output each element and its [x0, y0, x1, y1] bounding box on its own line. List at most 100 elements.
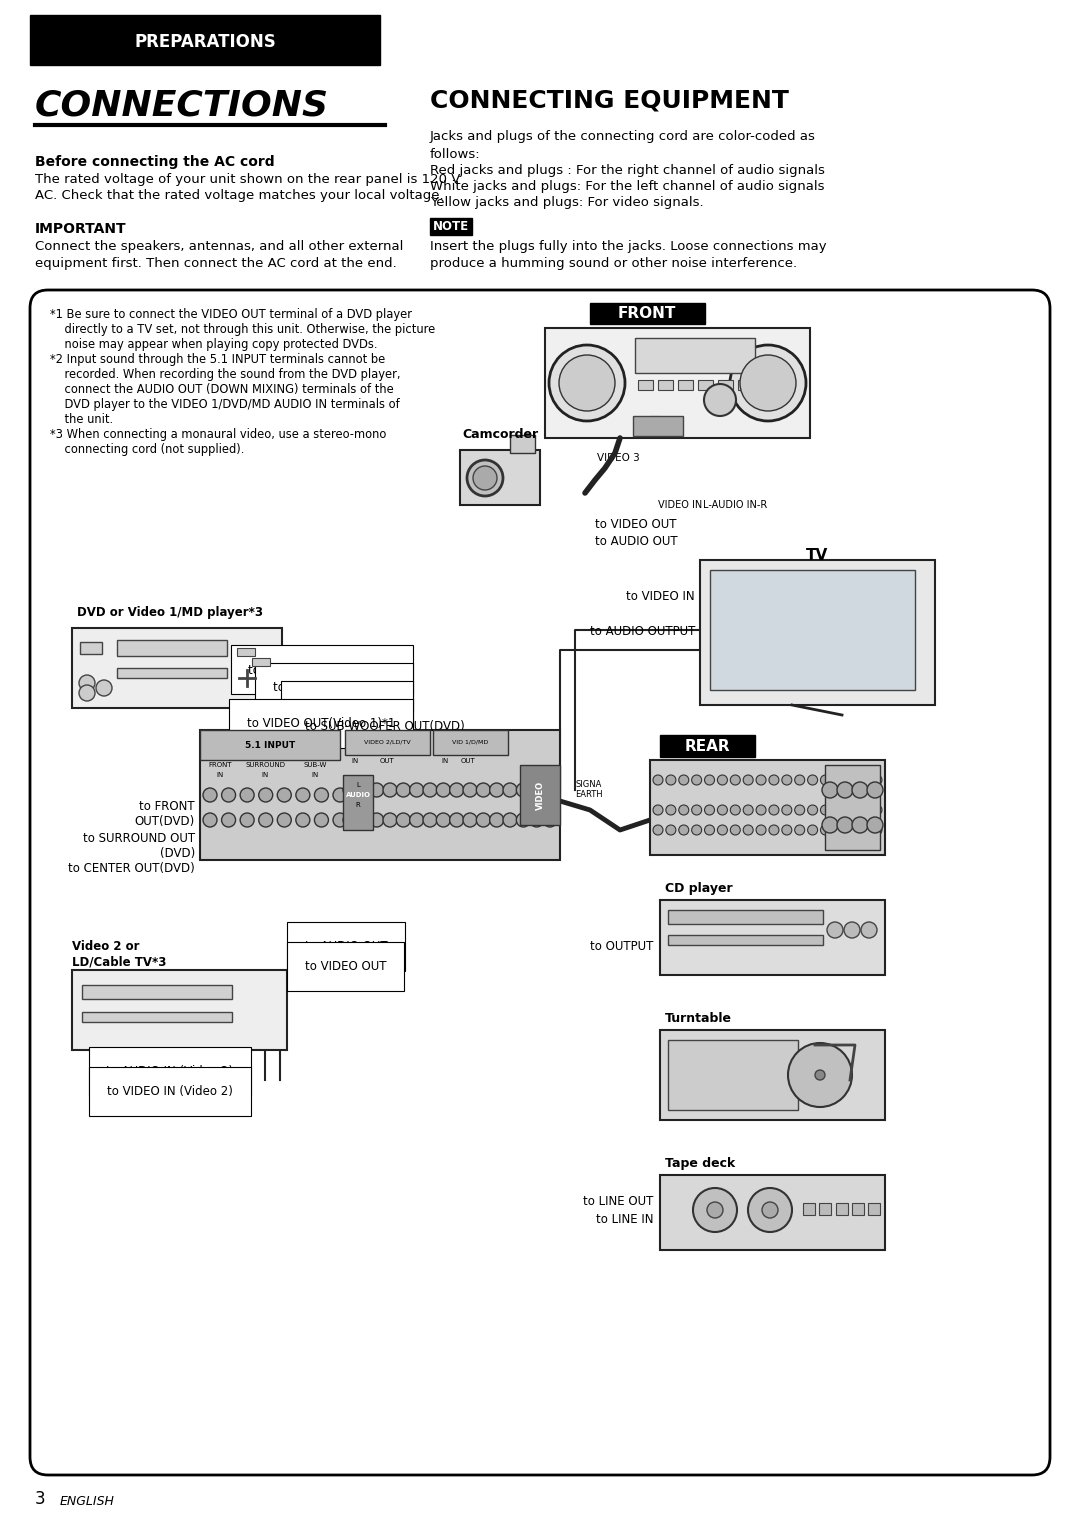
Text: FRONT: FRONT	[618, 306, 676, 321]
Text: to SUB-WOOFER OUT(DVD): to SUB-WOOFER OUT(DVD)	[305, 720, 464, 733]
Bar	[117, 668, 227, 679]
Circle shape	[543, 814, 557, 827]
Text: L: L	[356, 782, 360, 788]
Circle shape	[821, 826, 831, 835]
Text: CD player: CD player	[665, 882, 732, 895]
Circle shape	[489, 814, 503, 827]
Text: VID 1/D/MD: VID 1/D/MD	[451, 739, 488, 744]
Text: PREPARATIONS: PREPARATIONS	[134, 33, 275, 52]
Circle shape	[543, 783, 557, 797]
Text: ENGLISH: ENGLISH	[60, 1495, 114, 1507]
Bar	[82, 985, 232, 998]
Bar	[698, 380, 713, 389]
Circle shape	[666, 804, 676, 815]
Bar	[635, 338, 755, 373]
Circle shape	[769, 826, 779, 835]
Circle shape	[743, 826, 753, 835]
Circle shape	[808, 826, 818, 835]
Bar	[343, 776, 373, 830]
Circle shape	[872, 804, 882, 815]
Circle shape	[756, 826, 766, 835]
Circle shape	[678, 804, 689, 815]
Text: White jacks and plugs: For the left channel of audio signals: White jacks and plugs: For the left chan…	[430, 180, 824, 192]
Bar	[72, 970, 287, 1050]
Circle shape	[221, 814, 235, 827]
Text: to VIDEO IN (Video 2): to VIDEO IN (Video 2)	[107, 1085, 233, 1098]
Text: to AUDIO IN (Video 2): to AUDIO IN (Video 2)	[107, 1065, 233, 1079]
Circle shape	[296, 788, 310, 801]
Bar	[658, 380, 673, 389]
Text: FRONT: FRONT	[208, 762, 232, 768]
Text: Before connecting the AC cord: Before connecting the AC cord	[35, 155, 274, 170]
Circle shape	[343, 783, 357, 797]
Circle shape	[666, 826, 676, 835]
Bar	[669, 935, 823, 945]
Circle shape	[665, 418, 675, 429]
Circle shape	[859, 826, 869, 835]
Text: The rated voltage of your unit shown on the rear panel is 120 V: The rated voltage of your unit shown on …	[35, 173, 460, 186]
Text: OUT: OUT	[380, 758, 394, 764]
Circle shape	[79, 676, 95, 691]
Circle shape	[782, 826, 792, 835]
Text: to OUTPUT: to OUTPUT	[590, 939, 653, 953]
Bar	[718, 380, 733, 389]
Text: CONNECTIONS: CONNECTIONS	[35, 88, 329, 123]
Circle shape	[549, 345, 625, 421]
Text: to CENTER OUT(DVD): to CENTER OUT(DVD)	[68, 862, 195, 876]
Circle shape	[730, 826, 740, 835]
Circle shape	[843, 923, 860, 938]
Text: equipment first. Then connect the AC cord at the end.: equipment first. Then connect the AC cor…	[35, 258, 396, 270]
Text: DVD or Video 1/MD player*3: DVD or Video 1/MD player*3	[77, 606, 264, 620]
Circle shape	[861, 923, 877, 938]
Circle shape	[221, 788, 235, 801]
Circle shape	[847, 804, 856, 815]
Text: NOTE: NOTE	[433, 220, 469, 233]
Bar	[200, 730, 340, 761]
Circle shape	[476, 783, 490, 797]
Text: to AUDIO OUT*2: to AUDIO OUT*2	[299, 698, 395, 712]
Bar	[430, 218, 472, 235]
Bar	[738, 380, 753, 389]
Text: 5.1 INPUT: 5.1 INPUT	[245, 741, 295, 750]
Circle shape	[396, 783, 410, 797]
Text: 3: 3	[35, 1489, 45, 1507]
Text: Connect the speakers, antennas, and all other external: Connect the speakers, antennas, and all …	[35, 239, 403, 253]
Bar	[82, 1012, 232, 1023]
Circle shape	[449, 783, 463, 797]
Circle shape	[516, 783, 530, 797]
Bar	[237, 648, 255, 656]
Circle shape	[748, 1188, 792, 1232]
Text: the unit.: the unit.	[50, 414, 113, 426]
Circle shape	[795, 776, 805, 785]
Bar	[700, 561, 935, 704]
Text: Insert the plugs fully into the jacks. Loose connections may: Insert the plugs fully into the jacks. L…	[430, 239, 826, 253]
Circle shape	[333, 788, 347, 801]
Bar	[638, 380, 653, 389]
Bar	[678, 380, 693, 389]
Text: CONNECTING EQUIPMENT: CONNECTING EQUIPMENT	[430, 88, 788, 112]
Text: Jacks and plugs of the connecting cord are color-coded as: Jacks and plugs of the connecting cord a…	[430, 130, 815, 142]
Circle shape	[678, 826, 689, 835]
Text: to VIDEO OUT: to VIDEO OUT	[595, 518, 676, 530]
Bar	[669, 911, 823, 924]
Circle shape	[516, 814, 530, 827]
Text: to AUDIO OUT: to AUDIO OUT	[595, 535, 677, 548]
Circle shape	[356, 814, 370, 827]
Text: VIDEO 3: VIDEO 3	[597, 453, 639, 464]
Text: IN: IN	[351, 758, 359, 764]
Text: Video 2 or: Video 2 or	[72, 939, 139, 953]
Circle shape	[278, 814, 292, 827]
Text: (DVD): (DVD)	[160, 847, 195, 861]
Bar	[868, 1203, 880, 1215]
Circle shape	[769, 804, 779, 815]
Circle shape	[782, 776, 792, 785]
Text: to AUDIO OUT: to AUDIO OUT	[305, 939, 388, 953]
Circle shape	[808, 776, 818, 785]
Text: to VIDEO IN(Video 1): to VIDEO IN(Video 1)	[273, 682, 395, 694]
Circle shape	[666, 776, 676, 785]
Circle shape	[529, 814, 543, 827]
Bar	[345, 730, 430, 754]
Circle shape	[762, 1201, 778, 1218]
Circle shape	[837, 782, 853, 798]
Circle shape	[423, 783, 437, 797]
